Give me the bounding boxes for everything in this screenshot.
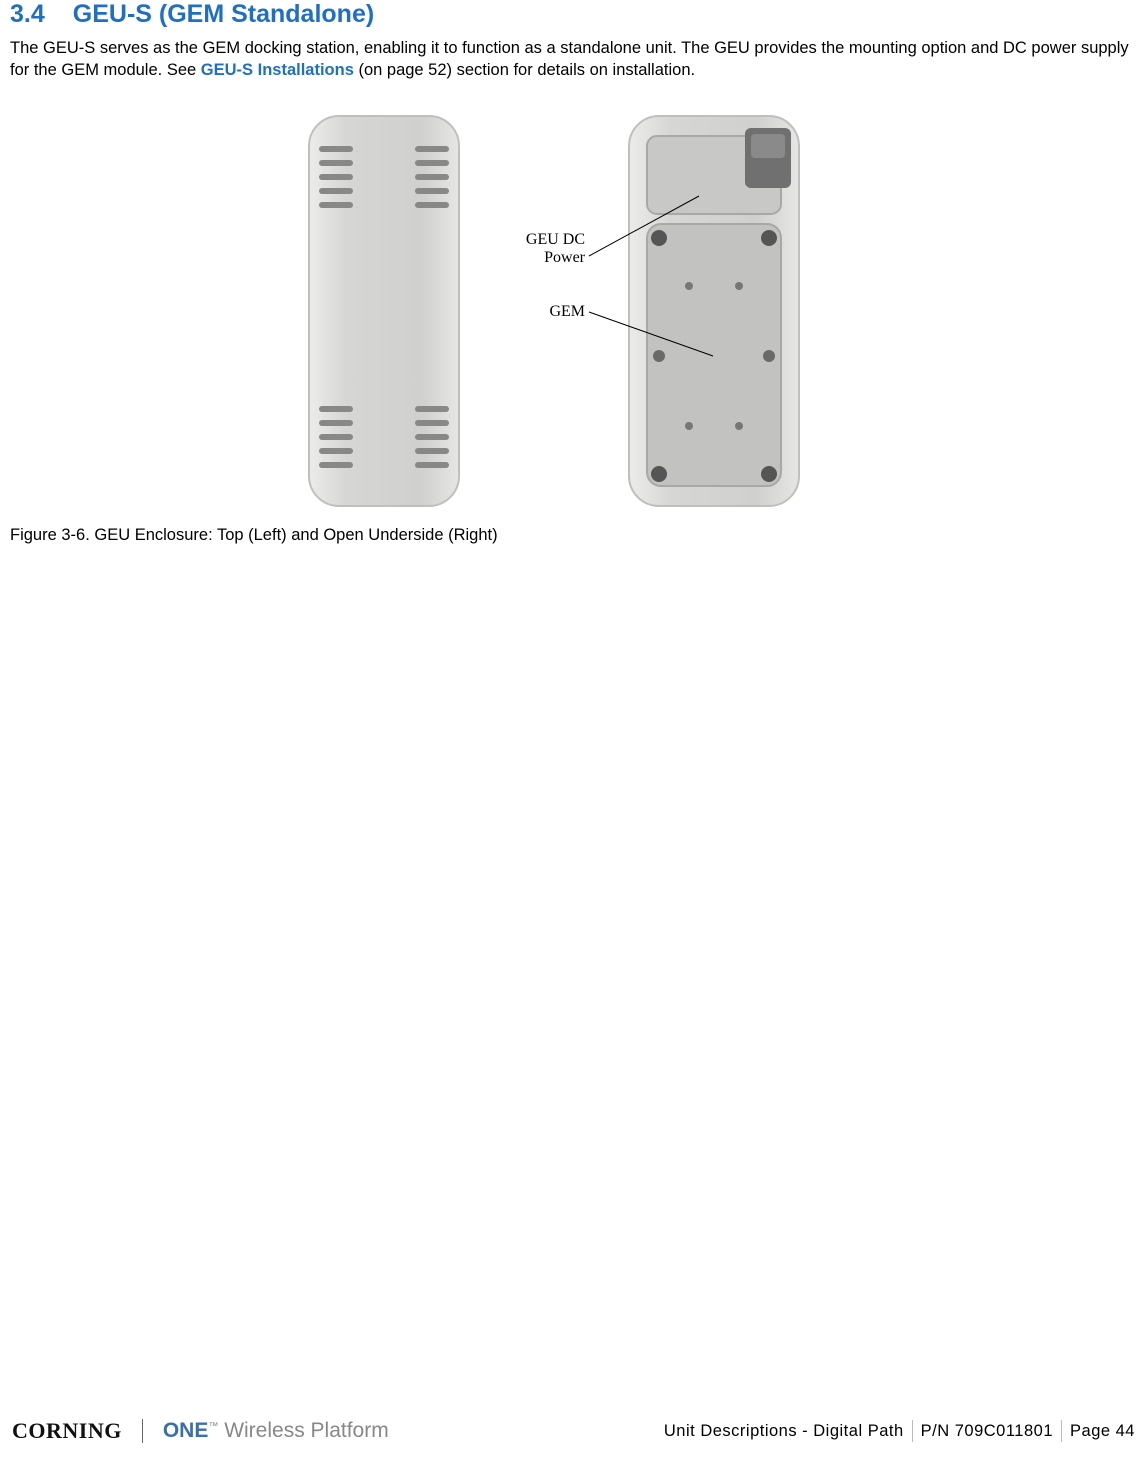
platform-rest: Wireless Platform [218, 1419, 388, 1442]
figure-caption: Figure 3-6. GEU Enclosure: Top (Left) an… [10, 526, 1137, 545]
gem-label: GEM [549, 303, 585, 320]
figure: GEU DC Power GEM [279, 106, 869, 516]
section-title: GEU-S (GEM Standalone) [73, 0, 374, 28]
section-paragraph: The GEU-S serves as the GEM docking stat… [10, 37, 1137, 82]
geus-installations-link[interactable]: GEU-S Installations [201, 61, 354, 79]
geu-top-view-image [279, 106, 489, 516]
footer-separator-icon [142, 1419, 143, 1443]
tm-mark: ™ [208, 1421, 218, 1432]
footer-section-title: Unit Descriptions - Digital Path [664, 1422, 904, 1441]
footer-vsep-icon [1061, 1420, 1062, 1442]
geu-dc-power-label-line1: GEU DC [525, 231, 584, 248]
figure-container: GEU DC Power GEM [10, 106, 1137, 516]
section-heading: 3.4 GEU-S (GEM Standalone) [10, 0, 1137, 29]
geu-underside-image: GEU DC Power GEM [489, 106, 869, 516]
footer-part-number: P/N 709C011801 [921, 1422, 1053, 1441]
page-footer: CORNING ONE™ Wireless Platform Unit Desc… [0, 1409, 1147, 1453]
footer-vsep-icon [912, 1420, 913, 1442]
footer-brand-block: CORNING ONE™ Wireless Platform [12, 1418, 389, 1444]
footer-page-number: Page 44 [1070, 1422, 1135, 1441]
section-number: 3.4 [10, 0, 45, 29]
corning-logo-text: CORNING [12, 1418, 122, 1444]
one-bold: ONE [163, 1419, 209, 1442]
one-wireless-platform-text: ONE™ Wireless Platform [163, 1419, 389, 1443]
geu-dc-power-label-line2: Power [544, 249, 586, 266]
paragraph-part2: (on page 52) section for details on inst… [354, 61, 695, 79]
footer-right-block: Unit Descriptions - Digital Path P/N 709… [664, 1420, 1135, 1442]
